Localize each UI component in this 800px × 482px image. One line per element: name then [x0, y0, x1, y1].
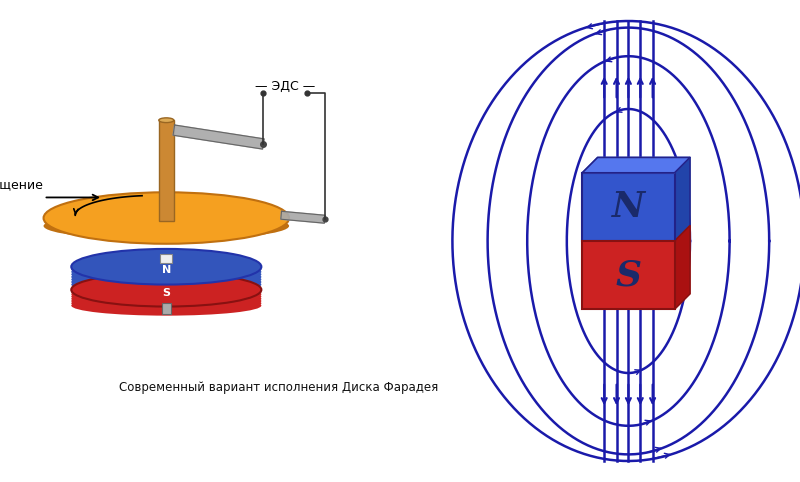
Ellipse shape: [71, 256, 262, 278]
Text: Вращение: Вращение: [0, 178, 43, 191]
Bar: [160, 254, 172, 263]
Ellipse shape: [71, 289, 262, 309]
Bar: [582, 241, 674, 309]
Text: S: S: [615, 258, 642, 292]
Ellipse shape: [71, 282, 262, 302]
Text: Современный вариант исполнения Диска Фарадея: Современный вариант исполнения Диска Фар…: [119, 381, 438, 394]
Ellipse shape: [71, 264, 262, 285]
Bar: [582, 173, 674, 241]
Bar: [158, 120, 174, 221]
Text: N: N: [162, 265, 171, 275]
Ellipse shape: [71, 284, 262, 304]
Ellipse shape: [71, 286, 262, 307]
Ellipse shape: [71, 269, 262, 290]
Text: — ЭДС —: — ЭДС —: [255, 80, 315, 93]
Ellipse shape: [71, 273, 262, 307]
Ellipse shape: [71, 249, 262, 284]
Polygon shape: [173, 125, 264, 149]
Ellipse shape: [43, 212, 289, 240]
Text: S: S: [162, 288, 170, 298]
Polygon shape: [582, 158, 690, 173]
Ellipse shape: [158, 118, 174, 122]
Ellipse shape: [43, 192, 289, 244]
Ellipse shape: [71, 293, 262, 313]
Polygon shape: [281, 211, 325, 223]
Ellipse shape: [71, 261, 262, 282]
Polygon shape: [674, 158, 690, 241]
Ellipse shape: [71, 295, 262, 316]
Ellipse shape: [71, 266, 262, 288]
Ellipse shape: [71, 291, 262, 311]
Ellipse shape: [71, 280, 262, 300]
Ellipse shape: [71, 271, 262, 293]
Ellipse shape: [71, 259, 262, 280]
Ellipse shape: [71, 274, 262, 295]
Bar: [162, 303, 171, 314]
Text: N: N: [612, 190, 645, 224]
Polygon shape: [674, 226, 690, 309]
